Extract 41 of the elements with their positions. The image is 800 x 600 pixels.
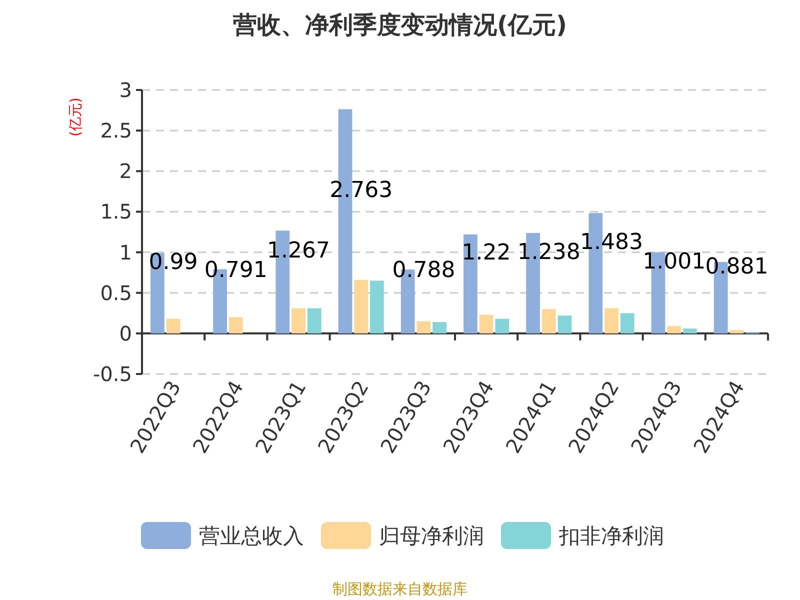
bar bbox=[370, 280, 384, 334]
bar bbox=[495, 318, 510, 334]
bar bbox=[730, 330, 744, 334]
y-tick-label: 0 bbox=[119, 321, 132, 346]
data-label: 1.238 bbox=[517, 240, 580, 265]
bar bbox=[166, 318, 180, 334]
bar bbox=[667, 326, 682, 334]
legend-label: 营业总收入 bbox=[199, 524, 304, 548]
data-label: 0.788 bbox=[392, 258, 456, 284]
data-label: 0.791 bbox=[204, 258, 268, 283]
bar bbox=[307, 308, 322, 334]
y-tick-label: 2.5 bbox=[100, 118, 132, 143]
data-label: 0.881 bbox=[705, 254, 768, 280]
bar bbox=[620, 313, 634, 334]
bar bbox=[558, 316, 572, 334]
bar bbox=[292, 308, 306, 334]
bar bbox=[354, 280, 368, 334]
y-tick-label: 0.5 bbox=[100, 280, 132, 305]
y-tick-label: 1 bbox=[119, 240, 132, 264]
legend-label: 扣非净利润 bbox=[558, 524, 664, 548]
bar bbox=[228, 317, 243, 334]
bar bbox=[683, 328, 697, 334]
data-label: 1.267 bbox=[267, 238, 330, 264]
bar bbox=[416, 321, 431, 334]
data-label: 1.483 bbox=[580, 230, 643, 255]
y-tick-label: -0.5 bbox=[92, 362, 132, 386]
y-tick-label: 2 bbox=[119, 159, 132, 184]
bar bbox=[432, 322, 446, 334]
data-label: 1.001 bbox=[642, 249, 706, 274]
y-tick-label: 3 bbox=[119, 78, 132, 102]
data-label: 1.22 bbox=[462, 240, 511, 266]
bar bbox=[604, 308, 618, 334]
bar bbox=[542, 309, 556, 334]
y-axis-title: (亿元) bbox=[68, 98, 84, 136]
chart-title: 营收、净利季度变动情况(亿元) bbox=[232, 11, 567, 39]
text: 制图数据来自数据库 bbox=[332, 580, 468, 598]
data-label: 0.99 bbox=[148, 250, 198, 275]
legend-label: 归母净利润 bbox=[379, 524, 484, 548]
data-label: 2.763 bbox=[330, 178, 393, 203]
y-tick-label: 1.5 bbox=[100, 200, 132, 224]
bar bbox=[479, 314, 494, 334]
